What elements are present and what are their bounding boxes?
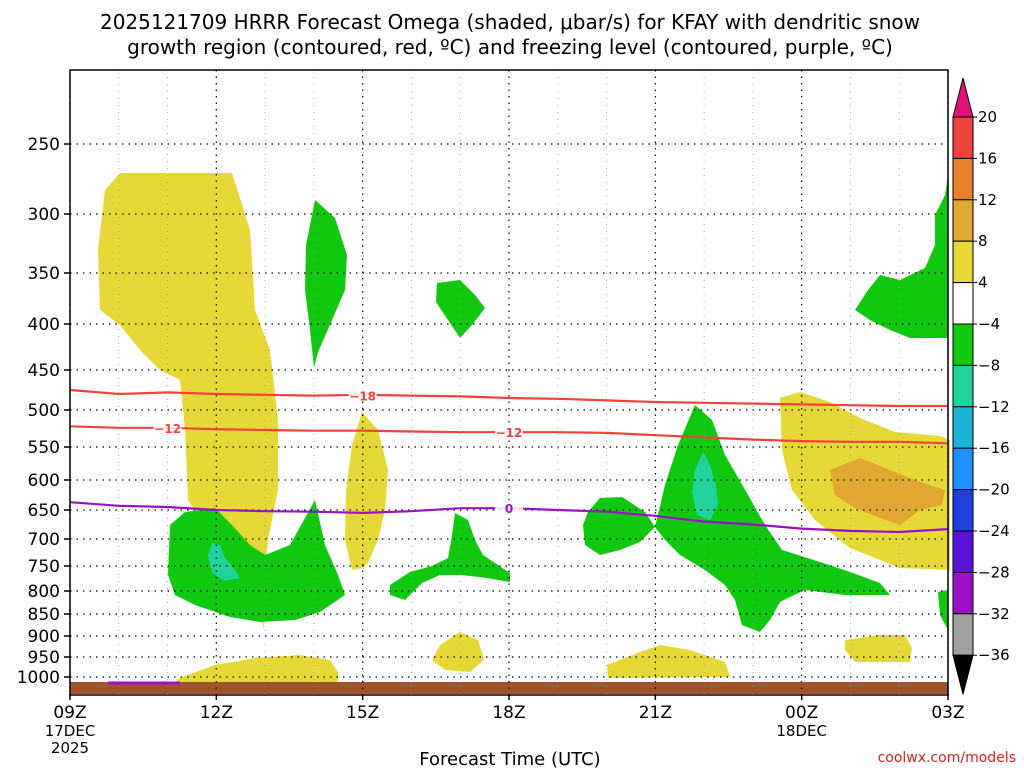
colorbar-swatch [952, 240, 974, 284]
omega-region-green-03z-upper [855, 175, 948, 338]
x-date-year-label: 2025 [51, 739, 89, 757]
contour-line-dendritic--18 [69, 388, 948, 408]
y-tick-label-350: 350 [28, 264, 60, 284]
contour-lines: −18 −12 −12 0 [69, 387, 949, 534]
colorbar-swatch [952, 199, 974, 242]
y-tick-label-400: 400 [28, 315, 60, 335]
y-tick-label-300: 300 [28, 205, 60, 225]
colorbar-label: −4 [978, 315, 1000, 333]
colorbar-swatch [952, 406, 974, 449]
colorbar-label: 12 [978, 191, 997, 209]
y-tick-label-750: 750 [28, 557, 60, 577]
colorbar: 20 16 12 8 4 −4 −8 −12 −16 −20 −24 −28 −32 −36 [952, 77, 1010, 695]
y-axis-ticks: 2503003504004505005506006507007508008509… [17, 135, 70, 688]
contour-label-bg [495, 500, 523, 515]
plot-frame [69, 69, 949, 696]
y-tick-label-550: 550 [28, 438, 60, 458]
omega-region-yellow-upper-left [98, 173, 278, 630]
contour-label: −18 [349, 390, 376, 404]
y-tick-label-650: 650 [28, 501, 60, 521]
omega-region-yellow-surface-left [175, 655, 338, 682]
y-tick-label-450: 450 [28, 361, 60, 381]
y-tick-label-850: 850 [28, 605, 60, 625]
omega-region-orange-right [830, 458, 945, 525]
omega-region-green-14z [305, 200, 347, 368]
colorbar-top-arrow [952, 77, 974, 118]
y-tick-label-700: 700 [28, 530, 60, 550]
colorbar-label: 4 [978, 274, 988, 292]
colorbar-label: −36 [978, 646, 1010, 664]
x-tick-label-15Z: 15Z [346, 703, 379, 723]
omega-region-green-03z-lower [938, 590, 948, 630]
omega-region-green-20z [583, 497, 655, 555]
colorbar-label: 8 [978, 232, 988, 250]
x-date-label: 18DEC [776, 722, 827, 740]
contour-label: −12 [496, 426, 523, 440]
colorbar-swatch [952, 613, 974, 656]
colorbar-label: −32 [978, 605, 1010, 623]
contour-label-bg [495, 424, 523, 439]
y-tick-label-600: 600 [28, 471, 60, 491]
credit-text: coolwx.com/models [878, 750, 1016, 766]
omega-region-green-22z [655, 405, 890, 632]
colorbar-swatch [952, 530, 974, 573]
contour-label-bg [348, 387, 377, 402]
contour-label-bg [153, 419, 182, 434]
x-tick-label-12Z: 12Z [200, 703, 233, 723]
y-tick-label-500: 500 [28, 401, 60, 421]
colorbar-swatch [952, 323, 974, 366]
omega-region-green-12z [168, 500, 345, 622]
omega-region-yellow-15z [345, 412, 388, 570]
colorbar-label: 16 [978, 149, 997, 167]
x-tick-label-18Z: 18Z [492, 703, 525, 723]
chart-title-line1: 2025121709 HRRR Forecast Omega (shaded, … [100, 10, 920, 34]
y-tick-label-800: 800 [28, 582, 60, 602]
y-tick-label-950: 950 [28, 648, 60, 668]
colorbar-label: −20 [978, 481, 1010, 499]
colorbar-label: 20 [978, 108, 997, 126]
omega-region-yellow-surface-01z [845, 635, 912, 662]
contour-label: −12 [154, 422, 181, 436]
colorbar-label: −28 [978, 563, 1010, 581]
contour-label: 0 [505, 502, 513, 516]
omega-region-teal-22z [692, 452, 718, 520]
x-tick-label-03Z: 03Z [931, 703, 964, 723]
colorbar-label: −24 [978, 522, 1010, 540]
colorbar-swatch [952, 447, 974, 491]
x-axis-title: Forecast Time (UTC) [419, 749, 600, 768]
y-tick-label-250: 250 [28, 135, 60, 155]
omega-region-green-17z-lower [390, 513, 510, 600]
colorbar-label: −16 [978, 439, 1010, 457]
y-tick-label-1000: 1000 [17, 668, 60, 688]
colorbar-swatch [952, 282, 974, 325]
colorbar-swatch [952, 489, 974, 532]
x-tick-label-21Z: 21Z [639, 703, 672, 723]
x-tick-label-00Z: 00Z [785, 703, 818, 723]
x-date-label: 17DEC [45, 722, 96, 740]
omega-region-yellow-surface-21z [607, 645, 730, 678]
x-tick-label-09Z: 09Z [53, 703, 86, 723]
colorbar-swatch [952, 157, 974, 201]
colorbar-bottom-arrow [952, 654, 974, 695]
colorbar-label: −8 [978, 356, 1000, 374]
colorbar-swatch [952, 116, 974, 159]
colorbar-swatch [952, 571, 974, 615]
y-tick-label-900: 900 [28, 627, 60, 647]
colorbar-swatch [952, 364, 974, 408]
colorbar-label: −12 [978, 398, 1010, 416]
omega-region-yellow-surface-17z [432, 632, 484, 672]
chart-title-line2: growth region (contoured, red, ºC) and f… [127, 35, 893, 59]
omega-shading [98, 173, 950, 682]
